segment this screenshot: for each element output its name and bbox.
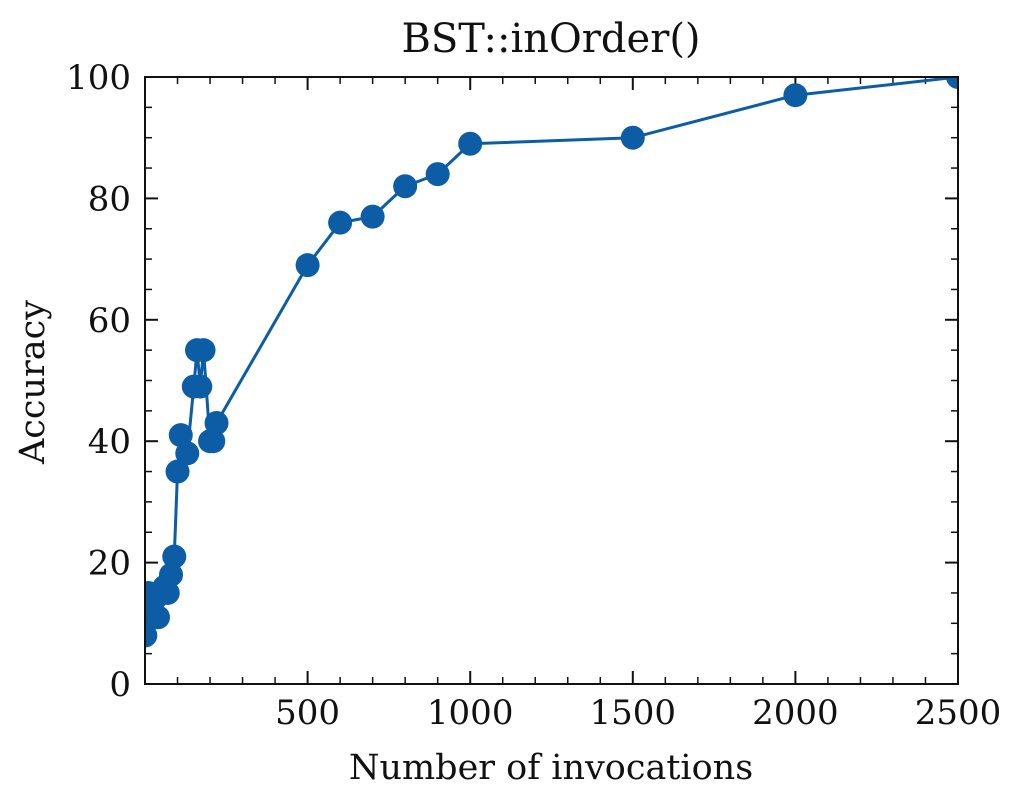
data-point	[393, 174, 418, 199]
series-line	[145, 77, 958, 636]
axis-ticks	[145, 76, 959, 685]
data-point	[295, 253, 320, 278]
x-tick-label: 1500	[590, 693, 677, 733]
data-point	[165, 459, 190, 484]
plot-frame	[144, 76, 959, 685]
data-point	[425, 162, 450, 187]
data-point	[146, 605, 171, 630]
data-point	[204, 410, 229, 435]
y-tick-label: 100	[66, 58, 131, 98]
y-tick-label: 20	[88, 544, 131, 584]
data-point	[155, 580, 180, 605]
x-axis-label: Number of invocations	[349, 748, 753, 788]
data-point	[458, 131, 483, 156]
y-tick-label: 80	[88, 179, 131, 219]
data-point	[145, 623, 158, 648]
data-point	[201, 429, 226, 454]
data-point	[188, 374, 213, 399]
y-tick-label: 40	[88, 422, 131, 462]
data-point	[946, 77, 958, 89]
tick-labels: 500 1000 1500 2000 2500 0 20 40 60 80 100	[66, 58, 1001, 733]
data-point	[175, 441, 200, 466]
data-point	[783, 83, 808, 108]
data-point	[328, 210, 353, 235]
data-point	[162, 544, 187, 569]
data-point	[620, 125, 645, 150]
x-tick-label: 1000	[427, 693, 514, 733]
x-tick-label: 500	[275, 693, 340, 733]
data-point	[168, 423, 193, 448]
y-tick-label: 0	[109, 665, 131, 705]
y-axis-label: Accuracy	[13, 300, 53, 465]
data-point	[360, 204, 385, 229]
series-layer	[145, 77, 958, 648]
data-point	[191, 338, 216, 363]
data-point	[159, 562, 184, 587]
x-tick-label: 2000	[752, 693, 839, 733]
chart-title: BST::inOrder()	[401, 16, 700, 62]
y-tick-label: 60	[88, 301, 131, 341]
x-tick-label: 2500	[915, 693, 1002, 733]
